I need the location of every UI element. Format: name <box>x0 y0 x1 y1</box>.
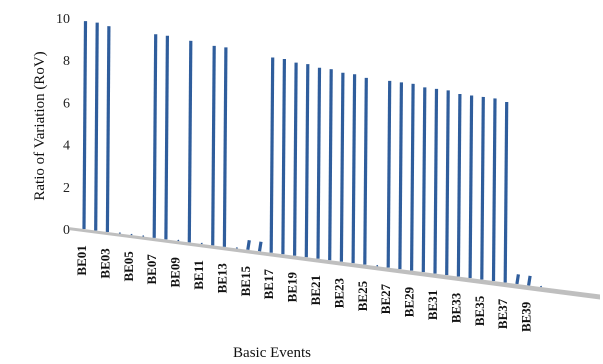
bar-be34 <box>468 95 474 279</box>
bar-be30 <box>421 87 427 273</box>
x-tick-label: BE33 <box>448 292 463 323</box>
bar-be36 <box>491 98 497 282</box>
bar-be22 <box>328 69 333 261</box>
x-tick-label: BE11 <box>191 260 206 290</box>
x-tick-label: BE17 <box>261 269 276 300</box>
bar-be17 <box>269 57 275 253</box>
x-tick-label: BE37 <box>495 298 510 329</box>
y-tick-label: 6 <box>63 96 70 111</box>
bar-be15 <box>246 240 251 251</box>
bar-be39 <box>527 275 532 286</box>
bar-be38 <box>515 274 520 285</box>
x-tick-label: BE03 <box>97 248 112 279</box>
bar-be13 <box>222 47 228 247</box>
bar-be11 <box>200 242 203 245</box>
bar-be01 <box>82 21 88 230</box>
x-tick-label: BE01 <box>74 245 89 275</box>
x-tick-label: BE31 <box>425 290 440 320</box>
bar-be31 <box>433 88 439 274</box>
bar-be18 <box>281 59 286 255</box>
y-tick-label: 10 <box>56 12 70 27</box>
x-tick-label: BE21 <box>308 275 323 305</box>
x-axis-line <box>70 227 600 300</box>
x-axis-title: Basic Events <box>233 345 311 361</box>
bar-be20 <box>304 64 310 258</box>
bar-be23 <box>339 72 345 262</box>
bar-be26 <box>376 264 379 267</box>
bars <box>82 21 543 288</box>
y-tick-label: 0 <box>63 223 70 238</box>
bar-be12 <box>211 45 216 246</box>
bar-be21 <box>316 67 322 259</box>
y-tick-label: 2 <box>63 181 70 196</box>
bar-be14 <box>235 247 238 250</box>
bar-be16 <box>257 241 263 252</box>
bar-be07 <box>152 34 158 238</box>
x-tick-label: BE25 <box>355 280 370 311</box>
y-tick-label: 8 <box>63 54 70 69</box>
x-tick-label: BE35 <box>472 295 487 326</box>
bar-be09 <box>177 239 180 242</box>
x-axis-category-labels: BE01 BE03 BE05 BE07 BE09 BE11 BE13 BE15 BE17 BE19… <box>74 245 534 332</box>
bar-be08 <box>164 35 169 240</box>
bar-be33 <box>456 93 462 277</box>
y-axis-ticks: 0 2 4 6 8 10 <box>56 12 70 238</box>
bar-be03 <box>105 26 111 232</box>
bar-be02 <box>94 22 99 231</box>
x-tick-label: BE13 <box>214 263 229 294</box>
bar-be10 <box>187 40 193 243</box>
bar-be32 <box>445 90 450 276</box>
x-tick-label: BE39 <box>519 301 534 332</box>
bar-be25 <box>363 77 368 265</box>
x-tick-label: BE09 <box>168 257 183 288</box>
y-tick-label: 4 <box>63 139 70 154</box>
bar-be28 <box>398 82 403 270</box>
bar-be04 <box>118 232 121 235</box>
x-tick-label: BE07 <box>144 254 159 285</box>
bar-be27 <box>386 80 392 268</box>
x-tick-label: BE19 <box>285 272 300 303</box>
bar-be35 <box>480 96 485 280</box>
bar-be05 <box>130 233 133 236</box>
y-axis-title: Ratio of Variation (RoV) <box>32 51 48 200</box>
bar-be29 <box>410 83 415 271</box>
bar-be24 <box>351 74 357 264</box>
x-tick-label: BE05 <box>121 251 136 282</box>
bar-be06 <box>142 235 145 238</box>
x-tick-label: BE27 <box>378 283 393 314</box>
bar-be19 <box>293 62 298 256</box>
x-tick-label: BE29 <box>402 286 417 317</box>
x-tick-label: BE23 <box>331 277 346 308</box>
x-tick-label: BE15 <box>238 266 253 297</box>
x-axis-baseline <box>70 227 600 300</box>
bar-be40 <box>540 285 543 288</box>
bar-be37 <box>503 102 509 283</box>
